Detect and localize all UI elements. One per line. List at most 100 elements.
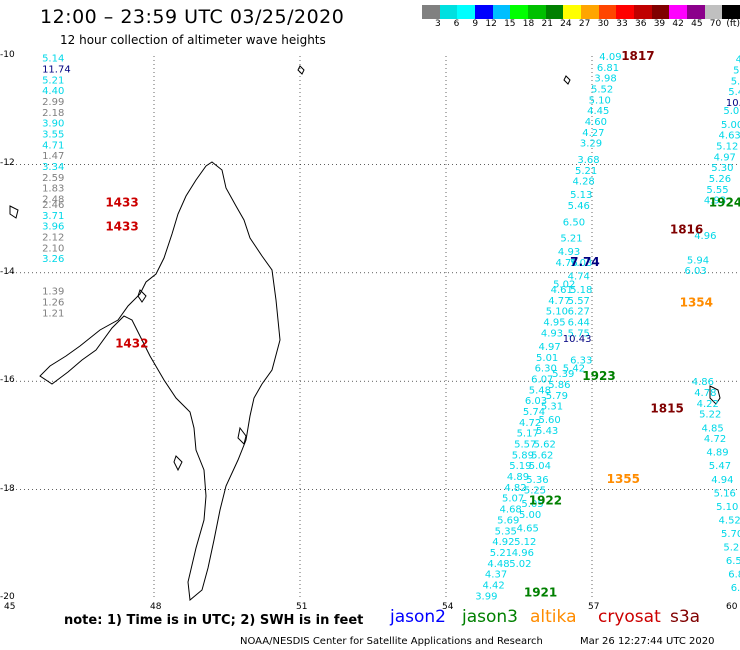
scale-tick-label: 33: [616, 19, 628, 29]
scale-tick-label: 6: [453, 19, 460, 29]
latitude-label: -18: [0, 483, 15, 494]
longitude-label: 57: [588, 602, 600, 612]
wave-height-values: 5.1411.745.214.402.992.183.903.554.711.4…: [42, 52, 740, 602]
wave-height-value: 5.74: [523, 407, 545, 418]
color-scale-legend: 3 6 9 12 15 18 21 24 27 30 33 36 39 42 45 70 (ft): [422, 5, 740, 35]
wave-height-value: 4.28: [573, 177, 595, 188]
scale-tick-label: 36: [634, 19, 647, 29]
wave-height-value: 4.72: [519, 418, 541, 429]
wave-height-value: 4.93: [541, 328, 563, 339]
scale-tick-label: 21: [541, 19, 553, 29]
wave-height-value: 5.21: [42, 75, 64, 86]
latitude-label: -20: [0, 592, 15, 602]
wave-height-value: 4.91: [736, 55, 740, 66]
wave-height-value: 4.40: [42, 86, 64, 97]
pass-time-label: 1354: [680, 296, 713, 310]
wave-height-value: 5.26: [723, 543, 740, 554]
wave-height-value: 4.42: [483, 580, 505, 591]
wave-height-value: 5.21: [560, 234, 582, 245]
wave-height-value: 5.62: [534, 440, 556, 451]
wave-height-value: 4.52: [719, 515, 740, 526]
wave-height-value: 4.85: [702, 423, 724, 434]
wave-height-value: 6.83: [728, 570, 740, 581]
wave-height-value: 5.01: [536, 353, 558, 364]
scale-swatch: [457, 5, 476, 19]
wave-height-value: 5.14: [42, 54, 64, 65]
latitude-label: -16: [0, 375, 15, 386]
wave-height-value: 5.89: [512, 450, 534, 461]
scale-tick-label: 15: [504, 19, 516, 29]
wave-height-value: 5.55: [731, 76, 740, 87]
wave-height-value: 4.97: [538, 342, 560, 353]
wave-height-value: 4.61: [551, 285, 573, 296]
wave-height-value: 4.92: [492, 537, 514, 548]
wave-height-value: 5.10: [589, 95, 611, 106]
wave-height-value: 5.79: [546, 391, 568, 402]
wave-height-value: 5.30: [711, 163, 733, 174]
wave-height-value: 5.18: [570, 285, 592, 296]
wave-height-value: 6.33: [570, 356, 592, 367]
pass-times: 1433 1433 1432 1817 1924 1816 1354 1815 1923 1355…: [105, 49, 740, 600]
wave-height-value: 6.57: [726, 556, 740, 567]
scale-swatch: [510, 5, 529, 19]
wave-height-value: 4.76: [556, 258, 578, 269]
wave-height-value: 1.83: [42, 184, 64, 195]
wave-height-value: 1.21: [42, 308, 64, 319]
scale-swatch: [581, 5, 599, 19]
scale-tick-label: 30: [597, 19, 610, 29]
latitude-label: -10: [0, 50, 15, 60]
latitude-label: -12: [0, 158, 15, 169]
wave-height-value: 6.07: [531, 374, 553, 385]
longitude-label: 45: [4, 602, 16, 612]
wave-height-value: 4.71: [42, 140, 64, 151]
pass-time-label: 1922: [529, 493, 562, 507]
map-subtitle: 12 hour collection of altimeter wave hei…: [60, 33, 326, 47]
wave-height-value: 3.98: [594, 74, 616, 85]
madagascar-coastline: [39, 161, 281, 601]
scale-tick-label: (ft): [726, 19, 740, 29]
credit-line: NOAA/NESDIS Center for Satellite Applica…: [240, 636, 543, 647]
wave-height-value: 5.79: [733, 66, 740, 77]
pass-time-label: 1923: [582, 369, 615, 383]
wave-height-value: 4.09: [599, 52, 621, 63]
pass-time-label: 1924: [709, 195, 740, 209]
wave-height-value: 6.29: [731, 583, 740, 594]
wave-height-value: 1.26: [42, 298, 64, 309]
scale-swatch: [439, 5, 458, 19]
wave-height-value: 10.43: [563, 334, 592, 345]
wave-height-value: 5.94: [687, 255, 709, 266]
wave-height-value: 5.75: [568, 328, 590, 339]
wave-height-value: 2.99: [42, 97, 64, 108]
wave-height-value: 4.96: [694, 231, 716, 242]
wave-height-value: 4.86: [692, 377, 714, 388]
wave-height-value: 5.62: [531, 450, 553, 461]
scale-swatch: [422, 5, 440, 19]
pass-time-label: 1816: [670, 222, 703, 236]
scale-tick-label: 3: [434, 19, 441, 29]
longitude-label: 54: [442, 602, 454, 612]
wave-height-value: 2.59: [42, 173, 64, 184]
wave-height-value: 3.71: [42, 211, 64, 222]
wave-height-value: 4.45: [587, 106, 609, 117]
wave-height-value: 6.81: [597, 63, 619, 74]
wave-height-value: 4.68: [500, 505, 522, 516]
wave-height-value: 4.82: [504, 483, 526, 494]
wave-height-value: 4.97: [714, 152, 736, 163]
scale-swatch: [616, 5, 635, 19]
wave-height-value: 5.13: [570, 190, 592, 201]
wave-height-value: 5.10: [546, 307, 568, 318]
scale-tick-label: 70: [709, 19, 722, 29]
wave-height-value: 5.52: [591, 85, 613, 96]
wave-height-value: 4.22: [697, 399, 719, 410]
pass-time-label: 1433: [105, 220, 138, 234]
scale-swatch: [563, 5, 582, 19]
wave-height-value: 6.03: [525, 396, 547, 407]
wave-height-value: 5.19: [509, 461, 531, 472]
pass-time-label: 1432: [115, 336, 148, 350]
island-coastline: [9, 205, 19, 219]
wave-height-value: 5.55: [706, 185, 728, 196]
wave-height-value: 5.57: [568, 296, 590, 307]
wave-height-value: 4.27: [582, 128, 604, 139]
wave-height-value: 5.07: [502, 494, 524, 505]
